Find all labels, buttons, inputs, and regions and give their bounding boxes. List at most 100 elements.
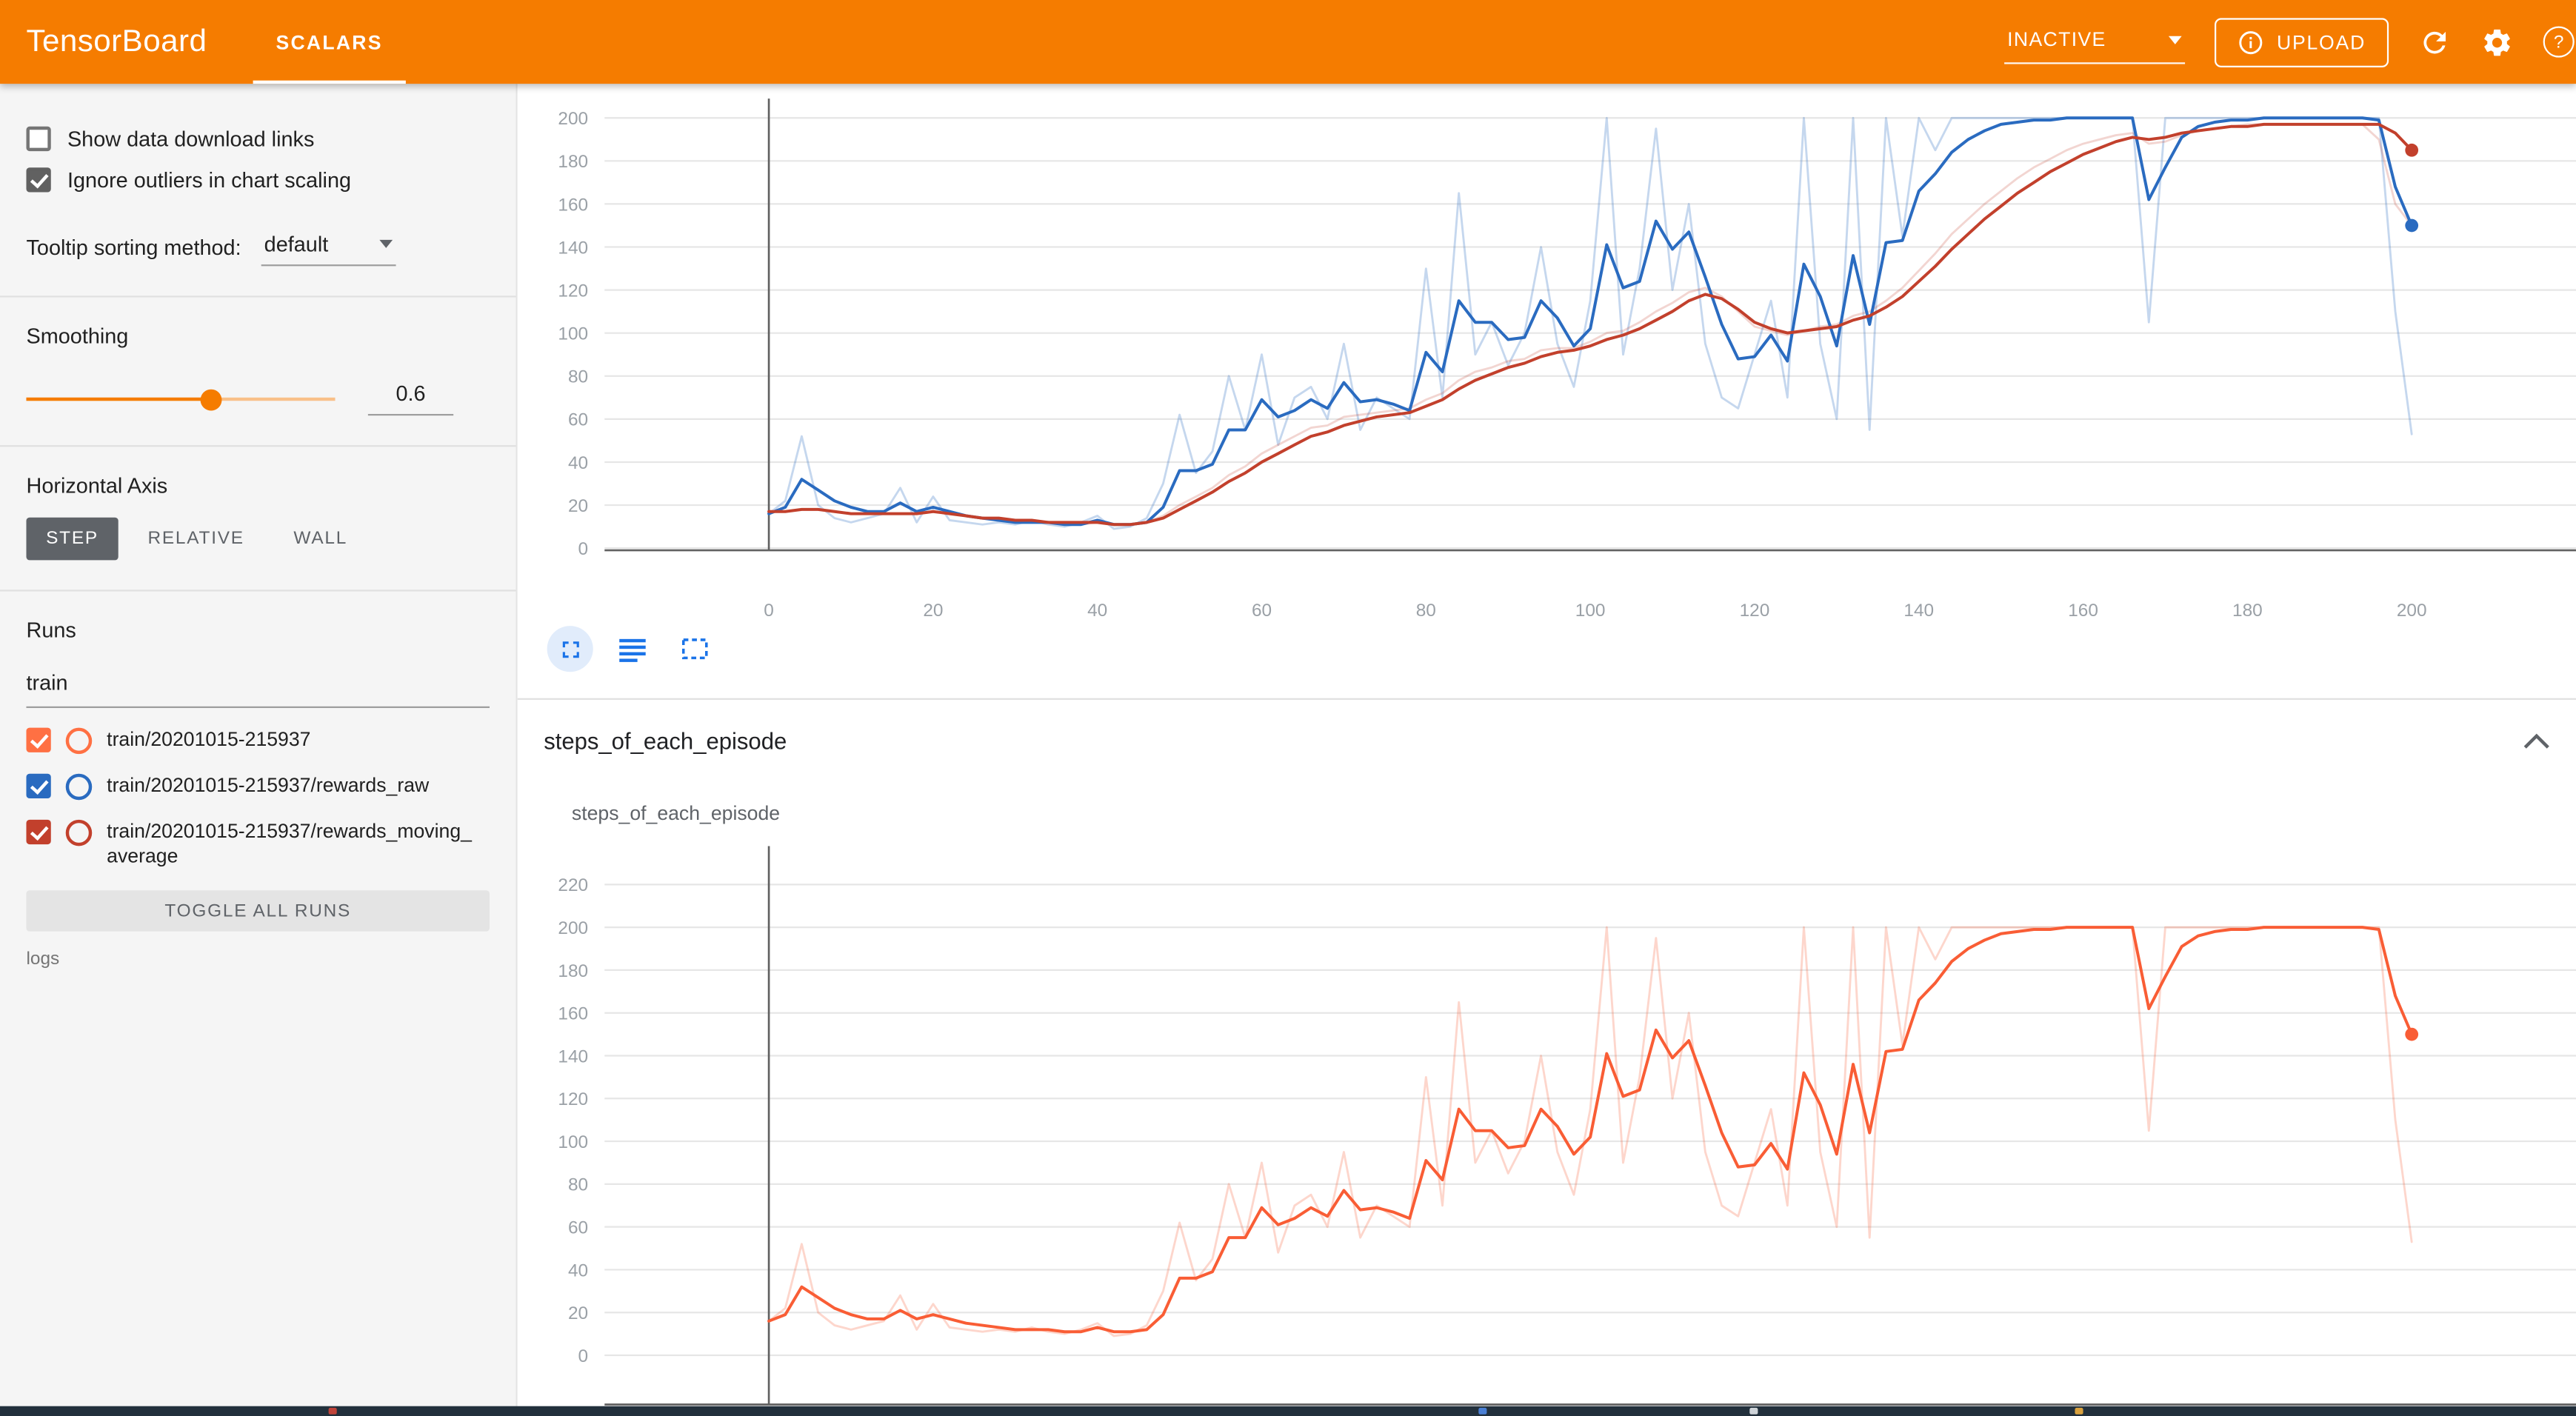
app-header: TensorBoard SCALARS INACTIVE UPLOAD ? bbox=[0, 0, 2576, 84]
axis-step-button[interactable]: STEP bbox=[26, 517, 119, 561]
svg-text:100: 100 bbox=[1575, 601, 1606, 621]
run-checkbox[interactable] bbox=[26, 773, 51, 799]
svg-text:0: 0 bbox=[578, 539, 589, 559]
card-title: steps_of_each_episode bbox=[571, 801, 781, 825]
svg-text:100: 100 bbox=[558, 324, 588, 344]
smoothing-slider-thumb[interactable] bbox=[200, 388, 221, 410]
help-icon[interactable]: ? bbox=[2543, 26, 2575, 58]
runs-label: Runs bbox=[26, 618, 76, 643]
logs-label: logs bbox=[26, 949, 60, 969]
svg-text:200: 200 bbox=[2397, 601, 2427, 621]
svg-text:60: 60 bbox=[568, 410, 588, 430]
checkbox-outliers[interactable] bbox=[26, 167, 51, 193]
gear-icon[interactable] bbox=[2480, 25, 2513, 58]
svg-text:180: 180 bbox=[558, 152, 588, 172]
svg-text:220: 220 bbox=[558, 875, 588, 895]
upload-button[interactable]: UPLOAD bbox=[2214, 17, 2389, 67]
section-divider bbox=[517, 698, 2576, 700]
svg-text:160: 160 bbox=[2068, 601, 2098, 621]
svg-text:120: 120 bbox=[1740, 601, 1770, 621]
svg-text:20: 20 bbox=[568, 496, 588, 516]
main-content: 0 20 40 60 80 100 120 140 160 180 200 0 20 40 60 80 100 1… bbox=[517, 84, 2576, 1416]
taskbar-icon bbox=[2075, 1407, 2083, 1415]
run-row[interactable]: train/20201015-215937 bbox=[26, 727, 490, 755]
svg-text:200: 200 bbox=[558, 918, 588, 938]
svg-text:120: 120 bbox=[558, 1089, 588, 1109]
checkbox-outliers-row[interactable]: Ignore outliers in chart scaling bbox=[26, 167, 490, 193]
taskbar-icon bbox=[328, 1407, 337, 1415]
axis-wall-button[interactable]: WALL bbox=[274, 518, 367, 561]
run-checkbox[interactable] bbox=[26, 819, 51, 845]
chart-toolbar bbox=[547, 626, 718, 672]
app-title: TensorBoard bbox=[26, 24, 207, 59]
data-table-icon[interactable] bbox=[610, 626, 655, 672]
collapse-icon[interactable] bbox=[2523, 732, 2549, 749]
axis-relative-button[interactable]: RELATIVE bbox=[128, 518, 264, 561]
svg-text:100: 100 bbox=[558, 1132, 588, 1152]
run-row[interactable]: train/20201015-215937/rewards_moving_ave… bbox=[26, 819, 490, 869]
svg-text:80: 80 bbox=[568, 367, 588, 387]
svg-text:20: 20 bbox=[923, 601, 943, 621]
horizontal-axis-label: Horizontal Axis bbox=[26, 472, 168, 498]
svg-text:40: 40 bbox=[568, 453, 588, 473]
taskbar-icon bbox=[1749, 1407, 1758, 1415]
info-icon bbox=[2238, 29, 2263, 55]
status-dropdown-value: INACTIVE bbox=[2007, 27, 2106, 51]
svg-text:0: 0 bbox=[764, 601, 774, 621]
svg-text:200: 200 bbox=[558, 109, 588, 129]
svg-text:80: 80 bbox=[568, 1175, 588, 1195]
svg-text:80: 80 bbox=[1416, 601, 1436, 621]
divider bbox=[0, 445, 516, 447]
smoothing-value-input[interactable]: 0.6 bbox=[367, 381, 454, 416]
upload-label: UPLOAD bbox=[2276, 30, 2366, 54]
checkbox-download-label: Show data download links bbox=[67, 126, 315, 152]
svg-text:120: 120 bbox=[558, 281, 588, 301]
slider-fill bbox=[26, 396, 212, 401]
header-actions: INACTIVE UPLOAD ? bbox=[2003, 17, 2576, 67]
svg-text:180: 180 bbox=[558, 961, 588, 981]
svg-text:60: 60 bbox=[568, 1218, 588, 1238]
chevron-down-icon bbox=[378, 239, 393, 248]
section-header[interactable]: steps_of_each_episode bbox=[518, 700, 2576, 782]
svg-text:40: 40 bbox=[568, 1260, 588, 1280]
run-row[interactable]: train/20201015-215937/rewards_raw bbox=[26, 773, 490, 801]
sidebar: Show data download links Ignore outliers… bbox=[0, 84, 518, 1416]
svg-text:140: 140 bbox=[1903, 601, 1934, 621]
run-label: train/20201015-215937/rewards_moving_ave… bbox=[107, 819, 472, 868]
taskbar-strip bbox=[0, 1406, 2576, 1416]
svg-text:140: 140 bbox=[558, 238, 588, 258]
refresh-icon[interactable] bbox=[2418, 25, 2451, 58]
run-filter-input[interactable]: train bbox=[26, 667, 490, 709]
svg-text:180: 180 bbox=[2232, 601, 2263, 621]
section-title: steps_of_each_episode bbox=[544, 727, 787, 755]
svg-text:20: 20 bbox=[568, 1303, 588, 1323]
smoothing-label: Smoothing bbox=[26, 323, 129, 349]
smoothing-slider[interactable] bbox=[26, 387, 336, 410]
chevron-down-icon bbox=[2168, 35, 2182, 44]
run-checkbox[interactable] bbox=[26, 727, 51, 752]
steps-chart[interactable]: 0 20 40 60 80 100 120 140 160 180 200 220 bbox=[518, 846, 2576, 1416]
run-label: train/20201015-215937 bbox=[107, 727, 311, 751]
svg-text:0: 0 bbox=[578, 1346, 589, 1366]
checkbox-download-row[interactable]: Show data download links bbox=[26, 126, 490, 152]
tooltip-sort-select[interactable]: default bbox=[261, 228, 396, 267]
run-color-swatch bbox=[65, 819, 93, 846]
divider bbox=[0, 295, 516, 298]
tooltip-sort-value: default bbox=[264, 231, 329, 257]
horizontal-axis-buttons: STEP RELATIVE WALL bbox=[26, 517, 490, 561]
svg-text:160: 160 bbox=[558, 1004, 588, 1024]
toggle-all-runs-button[interactable]: TOGGLE ALL RUNS bbox=[26, 890, 490, 932]
run-color-swatch bbox=[65, 773, 93, 801]
svg-text:160: 160 bbox=[558, 195, 588, 215]
fullscreen-icon[interactable] bbox=[547, 626, 593, 672]
divider bbox=[0, 590, 516, 592]
rewards-chart[interactable]: 0 20 40 60 80 100 120 140 160 180 200 0 20 40 60 80 100 1… bbox=[518, 90, 2576, 649]
fit-domain-icon[interactable] bbox=[672, 626, 718, 672]
checkbox-download[interactable] bbox=[26, 126, 51, 152]
svg-text:40: 40 bbox=[1087, 601, 1107, 621]
tab-scalars[interactable]: SCALARS bbox=[236, 0, 422, 84]
status-dropdown[interactable]: INACTIVE bbox=[2003, 20, 2185, 64]
run-label: train/20201015-215937/rewards_raw bbox=[107, 773, 430, 797]
svg-text:140: 140 bbox=[558, 1046, 588, 1066]
